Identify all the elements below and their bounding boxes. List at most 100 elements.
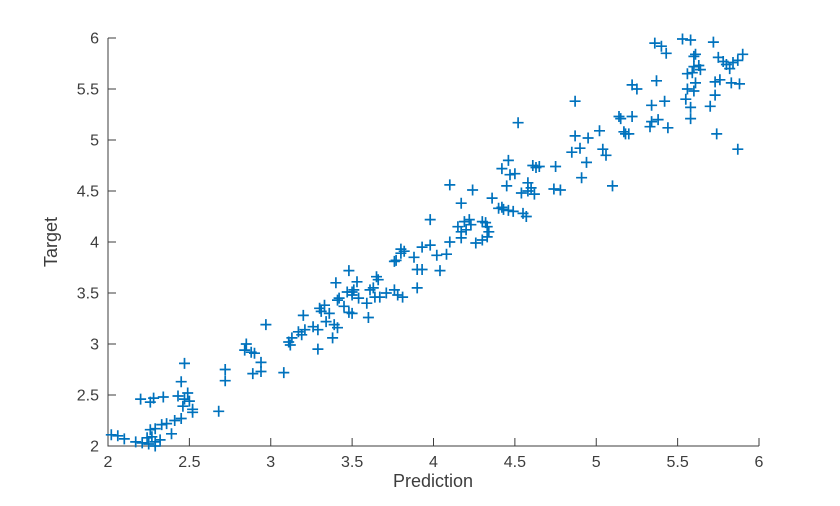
data-point-marker bbox=[157, 391, 169, 403]
data-point-marker bbox=[574, 142, 586, 154]
x-tick-label: 5.5 bbox=[667, 454, 689, 471]
data-point-marker bbox=[149, 423, 161, 435]
data-point-marker bbox=[154, 434, 166, 446]
data-point-marker bbox=[380, 287, 392, 299]
data-point-marker bbox=[312, 343, 324, 355]
data-point-marker bbox=[690, 48, 701, 60]
data-point-marker bbox=[458, 216, 470, 228]
data-point-marker bbox=[135, 393, 147, 405]
data-point-marker bbox=[515, 187, 527, 199]
tick-label-layer: 2 2.5 3 3.5 4 4.5 5 5.5 6 2 2.5 3 3.5 4 4.5 5 5.5 6 bbox=[77, 31, 764, 472]
data-point-marker bbox=[397, 291, 409, 303]
data-point-marker bbox=[175, 413, 187, 424]
data-point-marker bbox=[278, 367, 290, 379]
data-point-marker bbox=[390, 254, 402, 266]
data-point-marker bbox=[416, 264, 428, 275]
data-point-marker bbox=[496, 163, 508, 175]
data-point-marker bbox=[143, 438, 155, 450]
data-point-marker bbox=[688, 50, 700, 62]
data-point-marker bbox=[346, 289, 358, 301]
y-tick-label: 5 bbox=[90, 133, 99, 150]
data-point-marker bbox=[581, 156, 592, 168]
data-point-marker bbox=[130, 436, 142, 448]
data-point-marker bbox=[175, 376, 187, 388]
data-point-marker bbox=[361, 297, 373, 309]
data-point-marker bbox=[631, 83, 643, 95]
data-point-marker bbox=[374, 291, 386, 303]
data-point-marker bbox=[141, 432, 153, 444]
data-point-marker bbox=[501, 180, 513, 192]
data-point-marker bbox=[688, 61, 700, 73]
data-point-marker bbox=[169, 415, 181, 426]
data-point-marker bbox=[247, 368, 259, 380]
data-point-marker bbox=[651, 75, 662, 87]
data-point-marker bbox=[348, 284, 360, 296]
data-point-marker bbox=[600, 149, 612, 161]
data-point-marker bbox=[498, 203, 509, 215]
y-tick-label: 3.5 bbox=[77, 286, 99, 303]
data-point-marker bbox=[255, 366, 267, 377]
data-point-marker bbox=[319, 299, 330, 311]
axes-layer bbox=[107, 37, 760, 447]
x-tick-label: 6 bbox=[755, 454, 764, 471]
data-point-marker bbox=[582, 132, 594, 144]
data-point-marker bbox=[725, 77, 737, 89]
data-point-marker bbox=[714, 74, 726, 86]
data-point-marker bbox=[681, 83, 693, 95]
data-point-marker bbox=[685, 101, 697, 113]
data-point-marker bbox=[182, 387, 194, 399]
data-point-marker bbox=[332, 294, 343, 306]
data-point-marker bbox=[338, 300, 350, 312]
data-point-marker bbox=[655, 40, 667, 52]
data-point-marker bbox=[444, 179, 456, 191]
data-point-marker bbox=[512, 117, 524, 129]
data-point-marker bbox=[392, 289, 404, 301]
data-point-marker bbox=[685, 113, 697, 125]
data-point-marker bbox=[330, 277, 342, 289]
data-point-marker bbox=[644, 121, 656, 133]
data-point-marker bbox=[408, 251, 420, 263]
data-point-marker bbox=[569, 130, 581, 142]
x-tick-label: 3.5 bbox=[341, 454, 363, 471]
data-point-marker bbox=[502, 154, 514, 166]
data-point-marker bbox=[444, 236, 456, 248]
data-point-marker bbox=[688, 85, 700, 97]
data-point-marker bbox=[660, 47, 672, 59]
y-axis-label: Target bbox=[41, 217, 61, 267]
data-point-marker bbox=[681, 68, 693, 80]
data-point-marker bbox=[613, 111, 625, 122]
data-point-marker bbox=[416, 241, 428, 253]
x-tick-label: 4 bbox=[429, 454, 438, 471]
y-tick-label: 3 bbox=[90, 337, 99, 354]
data-point-marker bbox=[320, 316, 332, 328]
data-point-marker bbox=[550, 161, 562, 172]
data-point-marker bbox=[662, 122, 674, 134]
data-point-marker bbox=[576, 172, 588, 184]
data-point-marker bbox=[297, 309, 309, 321]
data-point-marker bbox=[179, 393, 190, 405]
data-point-marker bbox=[652, 114, 664, 126]
data-point-marker bbox=[434, 265, 446, 277]
data-point-marker bbox=[136, 437, 148, 449]
data-point-marker bbox=[597, 143, 609, 155]
y-tick-label: 4.5 bbox=[77, 184, 99, 201]
scatter-series bbox=[105, 33, 749, 452]
data-point-marker bbox=[707, 36, 719, 48]
x-tick-label: 3 bbox=[266, 454, 275, 471]
data-point-marker bbox=[372, 274, 384, 286]
data-point-marker bbox=[144, 424, 156, 436]
data-point-marker bbox=[172, 390, 184, 402]
data-point-marker bbox=[112, 430, 124, 442]
data-point-marker bbox=[299, 324, 311, 336]
data-point-marker bbox=[312, 324, 324, 336]
data-point-marker bbox=[260, 319, 272, 331]
data-point-marker bbox=[431, 249, 443, 261]
data-point-marker bbox=[166, 428, 177, 440]
data-point-marker bbox=[646, 99, 658, 111]
data-point-marker bbox=[315, 305, 327, 317]
data-point-marker bbox=[118, 433, 130, 445]
data-point-marker bbox=[463, 214, 475, 226]
data-point-marker bbox=[709, 76, 721, 88]
data-point-marker bbox=[548, 183, 560, 195]
